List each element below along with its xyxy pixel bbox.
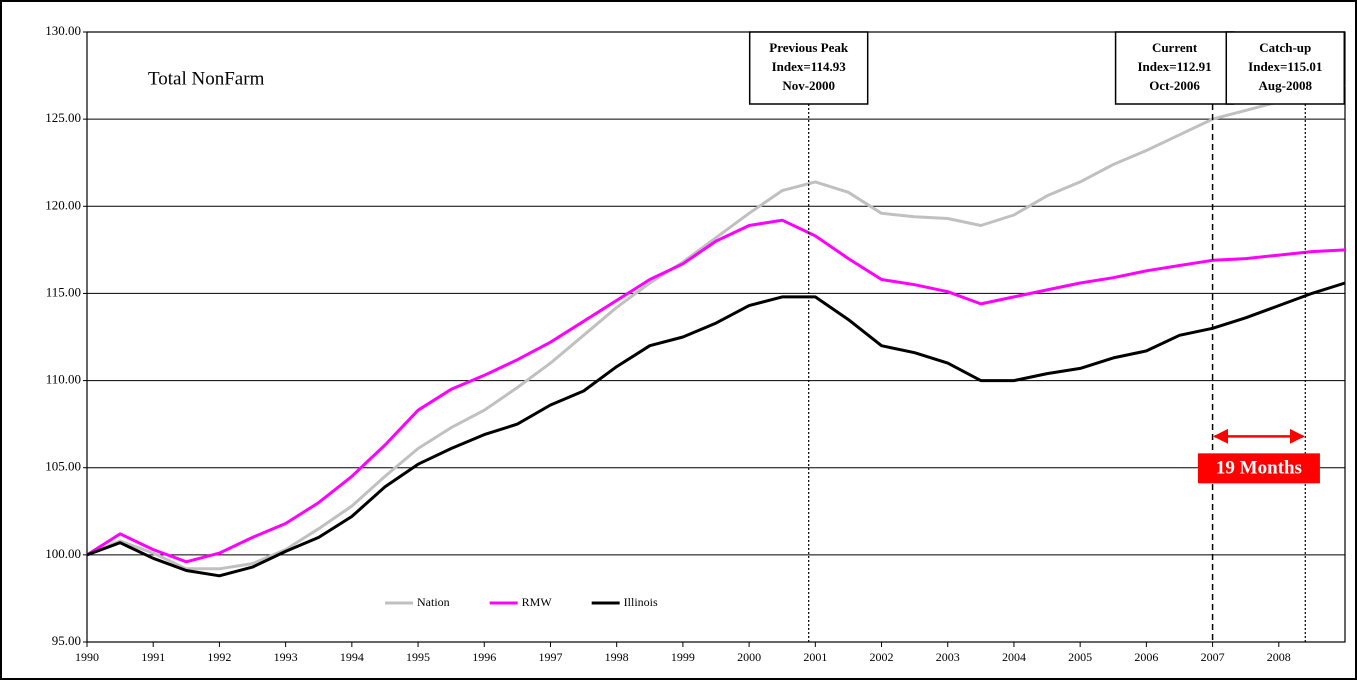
y-tick-label: 95.00 <box>52 633 81 648</box>
y-tick-label: 110.00 <box>46 372 81 387</box>
x-tick-label: 1997 <box>538 650 562 664</box>
x-tick-label: 1994 <box>340 650 364 664</box>
y-tick-label: 120.00 <box>45 197 81 212</box>
legend-label: Illinois <box>624 595 658 609</box>
x-tick-label: 1998 <box>605 650 629 664</box>
x-tick-label: 1993 <box>274 650 298 664</box>
x-tick-label: 2005 <box>1068 650 1092 664</box>
series-line <box>86 281 1346 578</box>
annotation-box <box>1225 31 1346 105</box>
x-tick-label: 2000 <box>737 650 761 664</box>
x-tick-label: 2002 <box>870 650 894 664</box>
annotation-text: Current <box>1152 40 1198 55</box>
annotation-text: Catch-up <box>1259 40 1311 55</box>
series-line <box>86 82 1346 571</box>
x-tick-label: 1999 <box>671 650 695 664</box>
x-tick-label: 2003 <box>936 650 960 664</box>
annotation-text: Index=115.01 <box>1248 59 1322 74</box>
y-tick-label: 100.00 <box>45 546 81 561</box>
annotation-box <box>1114 31 1235 105</box>
annotation-text: Aug-2008 <box>1259 78 1313 93</box>
legend: Nation RMW Illinois <box>385 595 658 609</box>
annotation-text: Previous Peak <box>769 40 849 55</box>
x-tick-label: 2007 <box>1201 650 1225 664</box>
annotation-text: Oct-2006 <box>1149 78 1200 93</box>
legend-label: Nation <box>417 595 450 609</box>
x-tick-label: 1991 <box>141 650 165 664</box>
annotation-text: Index=112.91 <box>1137 59 1211 74</box>
series-line <box>86 218 1346 564</box>
plot-area <box>86 31 1346 643</box>
annotation-text: Index=114.93 <box>772 59 847 74</box>
x-tick-label: 1992 <box>207 650 231 664</box>
span-label-box <box>1197 453 1320 484</box>
x-tick-label: 2004 <box>1002 650 1026 664</box>
y-tick-label: 125.00 <box>45 110 81 125</box>
y-tick-label: 115.00 <box>46 284 81 299</box>
legend-label: RMW <box>522 595 553 609</box>
annotation-text: Nov-2000 <box>782 78 835 93</box>
chart-title: Total NonFarm <box>148 68 265 89</box>
y-tick-label: 130.00 <box>45 23 81 38</box>
annotation-box <box>748 31 869 105</box>
x-tick-label: 1995 <box>406 650 430 664</box>
x-tick-label: 2008 <box>1267 650 1291 664</box>
span-label: 19 Months <box>1216 458 1302 479</box>
y-tick-label: 105.00 <box>45 459 81 474</box>
x-tick-label: 1996 <box>472 650 496 664</box>
x-tick-label: 2001 <box>803 650 827 664</box>
x-tick-label: 2006 <box>1134 650 1158 664</box>
x-tick-label: 1990 <box>75 650 99 664</box>
